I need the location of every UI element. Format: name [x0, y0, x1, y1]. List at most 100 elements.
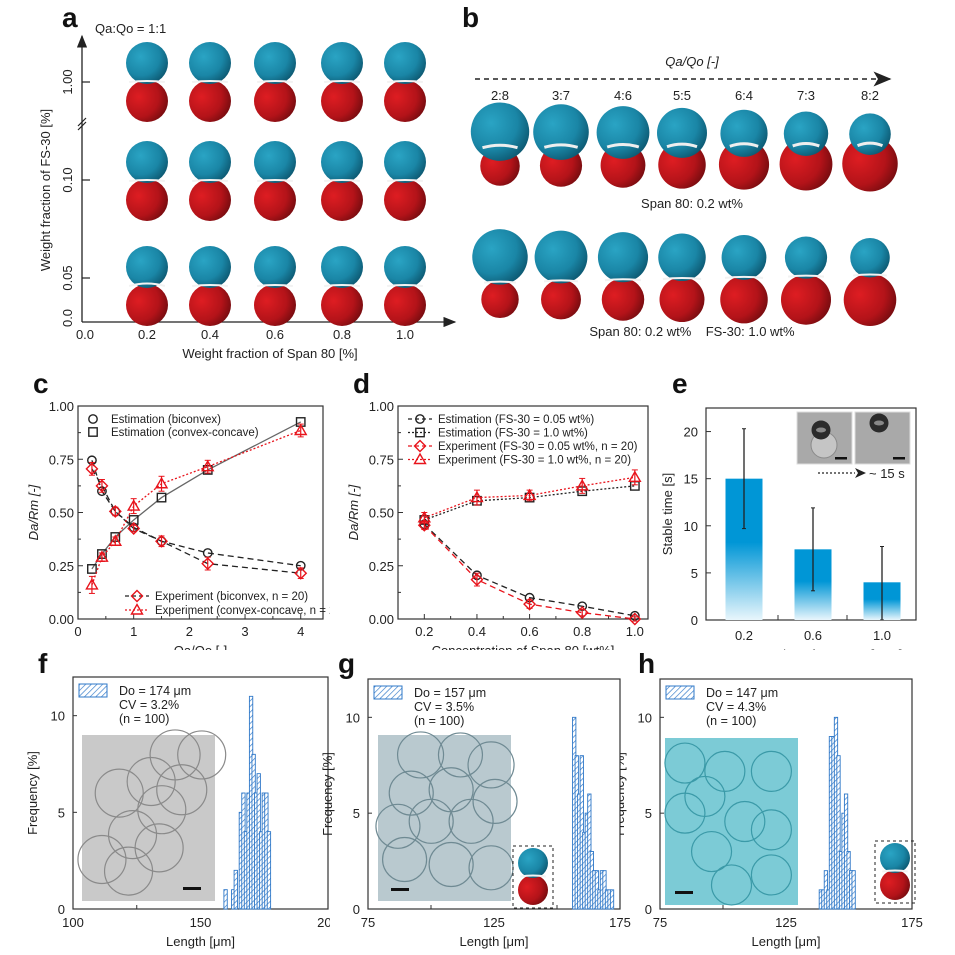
y-tick-label: 0.25: [369, 559, 394, 574]
janus-droplet: [384, 42, 426, 122]
x-tick-label: 0: [74, 624, 81, 639]
y-axis-label: Da/Rm [-]: [346, 484, 361, 540]
y-tick-label: 0: [645, 902, 652, 917]
panel-letter-e: e: [672, 368, 688, 399]
dashed-frame: [512, 845, 554, 909]
janus-droplet: [718, 109, 770, 190]
histogram-bar: [851, 870, 856, 910]
panel-letter-f: f: [38, 648, 48, 679]
scale-bar: [391, 888, 409, 891]
x-tick-label: 3: [241, 624, 248, 639]
inset-photo: [796, 411, 853, 465]
panel-b: Qa/Qo [-] 2:8 3:7 4:6 5:5 6:4 7:3 8:2 Span 80:…: [470, 54, 898, 339]
series-line: [91, 468, 301, 574]
janus-droplet: [384, 141, 426, 221]
y-axis-label: Frequency [%]: [25, 751, 40, 835]
panel-a-y-label: Weight fraction of FS-30 [%]: [38, 109, 53, 271]
diamond-marker: [85, 462, 99, 476]
diamond-marker: [470, 573, 484, 587]
janus-droplet: [321, 42, 363, 122]
scale-bar: [893, 457, 905, 460]
panel-letter-d: d: [353, 368, 371, 399]
y-tick-label: 5: [353, 806, 360, 821]
square-marker: [87, 564, 97, 574]
red-oil-droplet: [384, 179, 426, 221]
histogram-bar: [836, 755, 841, 910]
x-tick-label: 175: [901, 915, 923, 930]
triangle-marker: [201, 459, 215, 472]
x-tick-label: 200: [317, 915, 330, 930]
y-axis-label: Da/Rm [-]: [26, 484, 41, 540]
blue-aqueous-droplet: [657, 107, 707, 158]
legend-cv: CV = 3.5%: [414, 700, 474, 714]
y-tick-label: 0.10: [60, 167, 75, 192]
triangle-marker: [108, 534, 123, 546]
legend-entry: Estimation (biconvex): [88, 414, 221, 426]
blue-aqueous-droplet: [472, 229, 528, 285]
y-tick-label: 5: [691, 566, 698, 581]
diamond-marker: [127, 521, 141, 535]
x-tick-label: 1.0: [396, 327, 414, 342]
droplet-interface: [856, 141, 884, 148]
x-axis-label: Length [μm]: [166, 934, 235, 949]
panel-f-chart: 100 150 200 0 5 10 Length [μm] Frequency [%] Do …: [25, 676, 330, 949]
blue-aqueous-droplet: [880, 843, 910, 873]
janus-droplet: [126, 246, 168, 326]
diamond-marker: [294, 566, 308, 580]
triangle-marker: [126, 499, 141, 511]
triangle-marker: [413, 452, 427, 465]
droplet-interface: [662, 277, 702, 281]
y-tick-label: 10: [638, 710, 652, 725]
blue-aqueous-droplet: [254, 246, 296, 288]
y-tick-label: 0.0: [60, 309, 75, 327]
y-tick-label: 0.00: [369, 612, 394, 627]
droplet-interface: [387, 80, 423, 83]
ratio-label: 7:3: [797, 88, 815, 103]
legend-n: (n = 100): [706, 714, 756, 728]
y-axis-label: Stable time [s]: [660, 473, 675, 555]
red-oil-droplet: [189, 284, 231, 326]
x-axis-label: Concentration of Span 80 [wt%]: [432, 643, 615, 650]
janus-droplet: [657, 107, 707, 189]
y-tick-label: 0.00: [49, 612, 74, 627]
droplet-outline: [77, 834, 127, 885]
red-oil-droplet: [541, 279, 581, 320]
triangle-marker: [628, 470, 642, 483]
y-tick-label: 0.50: [49, 506, 74, 521]
legend-label: Estimation (convex-concave): [111, 427, 259, 439]
droplet-interface: [324, 284, 360, 287]
blue-aqueous-droplet: [597, 232, 649, 283]
series-2: [85, 461, 308, 580]
blue-aqueous-droplet: [384, 141, 426, 183]
y-tick-label: 0.25: [49, 559, 74, 574]
square-marker: [88, 427, 98, 437]
red-oil-droplet: [254, 80, 296, 122]
y-tick-label: 1.00: [369, 399, 394, 414]
x-axis-label: Length [μm]: [460, 934, 529, 949]
red-oil-droplet: [126, 284, 168, 326]
x-tick-label: 150: [190, 915, 212, 930]
scale-bar: [675, 891, 693, 894]
y-tick-label: 0.05: [60, 265, 75, 290]
droplet-outline: [664, 742, 706, 784]
scale-bar: [183, 887, 201, 890]
droplet-interface: [192, 80, 228, 83]
janus-droplet: [254, 42, 296, 122]
x-axis-label: Qa/Qo [-]: [174, 643, 227, 650]
droplet-interface: [387, 284, 423, 287]
legend-n: (n = 100): [119, 712, 169, 726]
panel-letter-c: c: [33, 368, 49, 399]
droplet-interface: [257, 80, 293, 83]
panel-g-chart: 75 125 175 0 5 10 Length [μm] Frequency [%] Do =…: [320, 678, 631, 949]
y-tick-label: 0: [691, 613, 698, 628]
blue-aqueous-droplet: [384, 42, 426, 84]
droplet-interface: [606, 143, 640, 149]
blue-aqueous-droplet: [533, 104, 589, 160]
blue-aqueous-droplet: [384, 246, 426, 288]
y-tick-label: 5: [58, 805, 65, 820]
blue-aqueous-droplet: [850, 237, 890, 278]
panel-a-x-label: Weight fraction of Span 80 [%]: [182, 346, 357, 361]
panel-letter-g: g: [338, 648, 356, 679]
